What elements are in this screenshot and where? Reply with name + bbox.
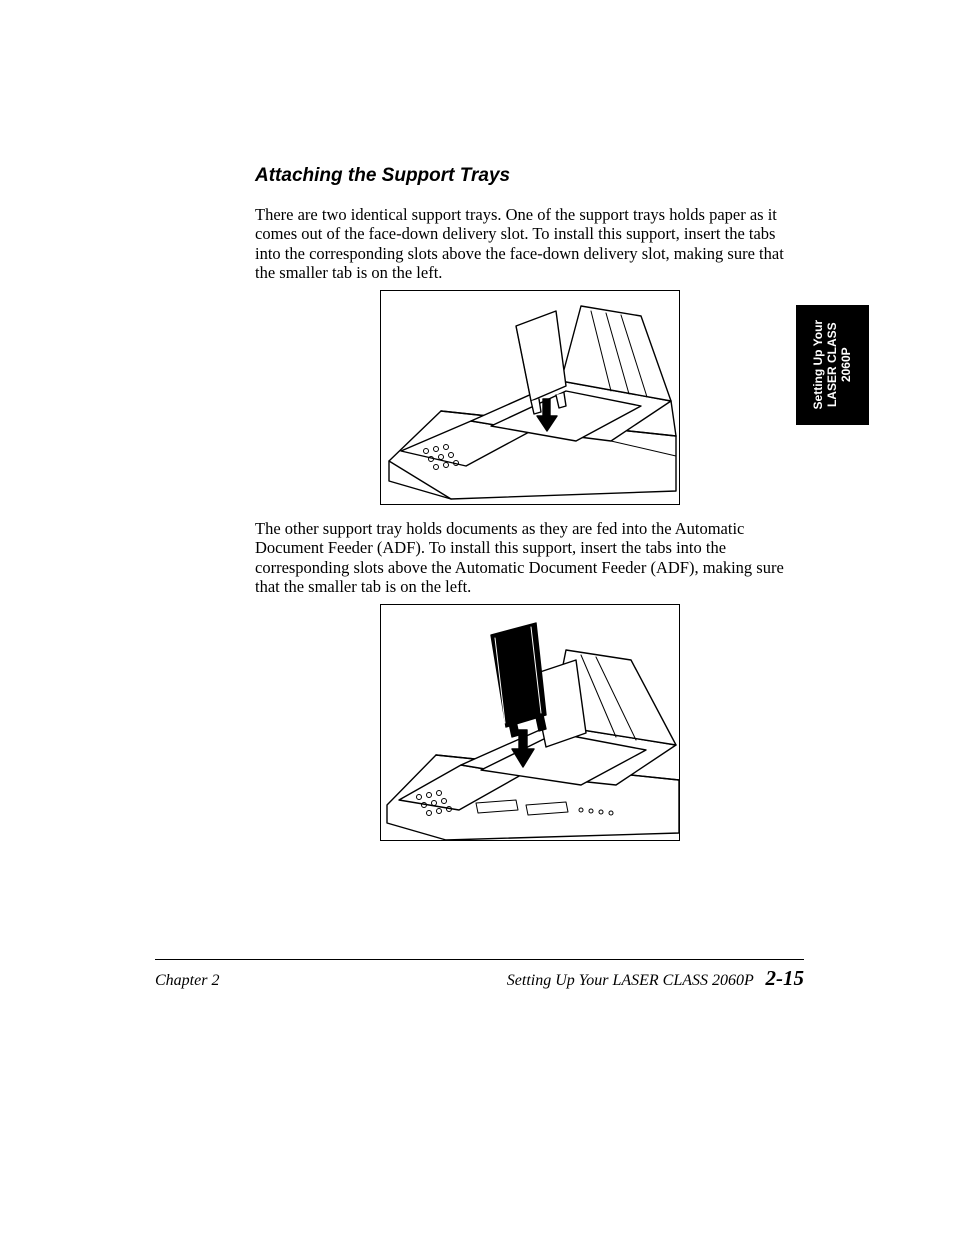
footer-section-title: Setting Up Your LASER CLASS 2060P bbox=[507, 972, 754, 989]
figure-tray-delivery-slot bbox=[380, 290, 680, 505]
paragraph-1: There are two identical support trays. O… bbox=[255, 205, 804, 282]
paragraph-2: The other support tray holds documents a… bbox=[255, 519, 804, 596]
footer-section: Setting Up Your LASER CLASS 2060P 2-15 bbox=[507, 966, 804, 991]
figure-tray-adf bbox=[380, 604, 680, 841]
page-number: 2-15 bbox=[766, 966, 805, 990]
page-footer: Chapter 2 Setting Up Your LASER CLASS 20… bbox=[155, 959, 804, 991]
manual-page: Attaching the Support Trays There are tw… bbox=[0, 0, 954, 1235]
tab-line-3: 2060P bbox=[838, 348, 852, 383]
tab-line-1: Setting Up Your bbox=[811, 320, 825, 410]
footer-chapter: Chapter 2 bbox=[155, 972, 219, 990]
chapter-thumb-tab: Setting Up Your LASER CLASS 2060P bbox=[796, 305, 869, 425]
footer-rule bbox=[155, 959, 804, 960]
section-heading: Attaching the Support Trays bbox=[255, 165, 804, 187]
tab-line-2: LASER CLASS bbox=[825, 323, 839, 408]
